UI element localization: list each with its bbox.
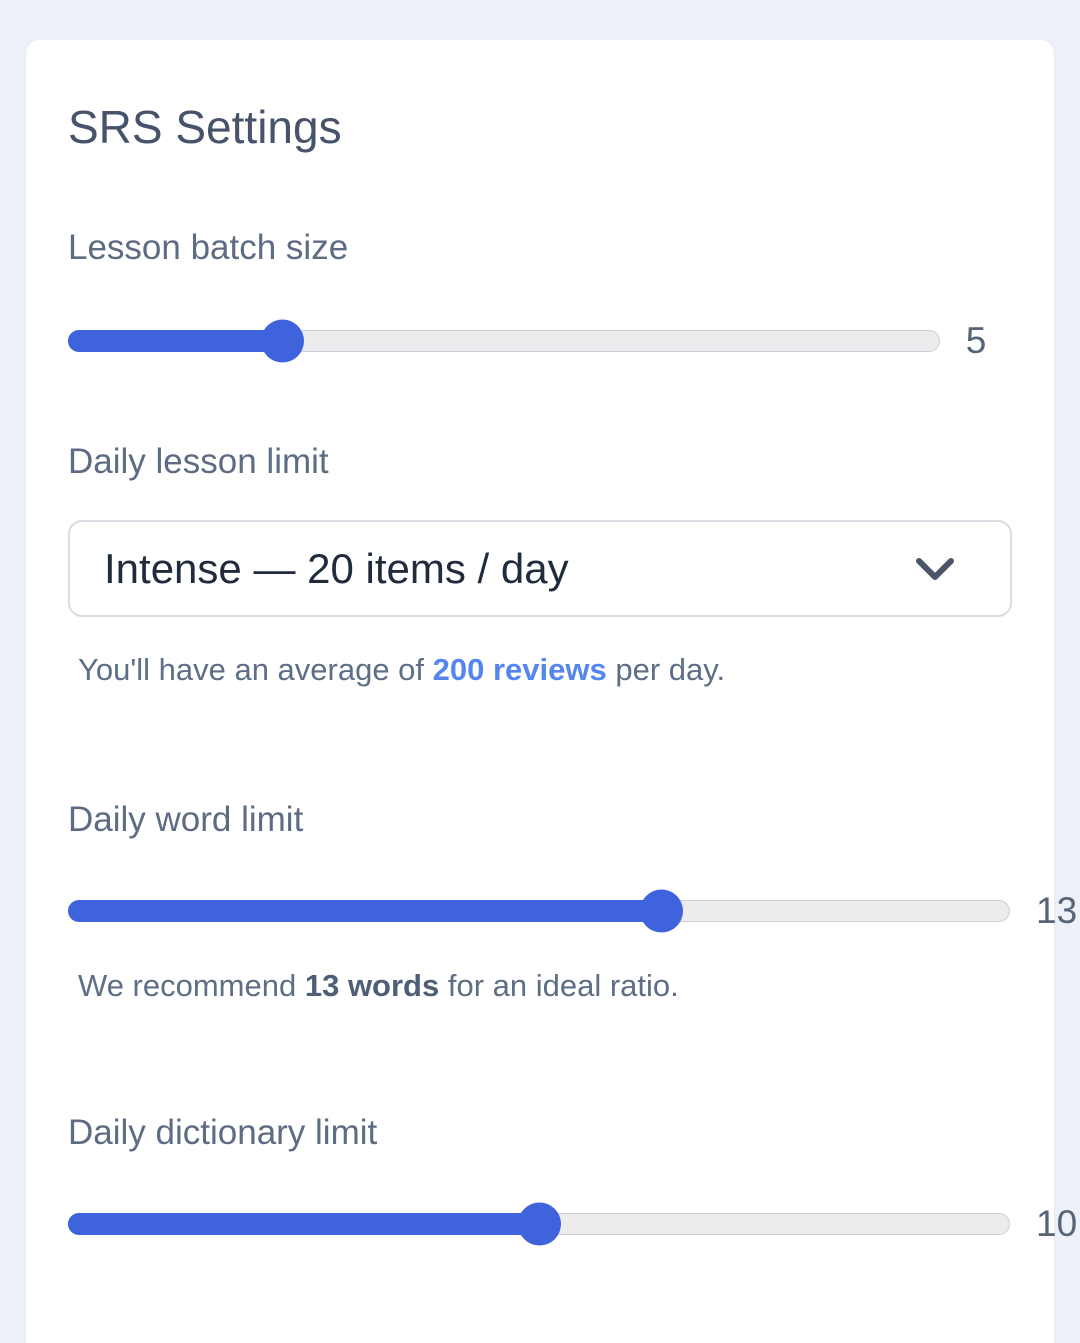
slider-fill (68, 889, 684, 933)
daily-word-limit-value: 13 (1036, 890, 1078, 932)
lesson-batch-size-value: 5 (965, 320, 987, 362)
lesson-batch-size-label: Lesson batch size (68, 228, 349, 268)
daily-lesson-limit-helper: You'll have an average of 200 reviews pe… (68, 651, 1012, 689)
daily-lesson-limit-select[interactable]: Intense — 20 items / day (68, 520, 1012, 618)
daily-dictionary-limit-slider[interactable] (68, 1202, 1010, 1246)
srs-settings-card: SRS Settings Lesson batch size 5 Daily l… (26, 40, 1077, 1343)
helper-text: per day. (606, 652, 726, 688)
daily-word-limit-label: Daily word limit (68, 800, 304, 840)
page-title: SRS Settings (68, 101, 342, 153)
reviews-per-day-highlight: 200 reviews (432, 652, 607, 688)
daily-word-limit-slider[interactable] (68, 889, 1010, 933)
daily-word-limit-row: 13 (68, 889, 1080, 933)
slider-track[interactable] (68, 889, 1010, 933)
daily-lesson-limit-label: Daily lesson limit (68, 442, 329, 482)
helper-text: for an ideal ratio. (439, 968, 679, 1004)
daily-dictionary-limit-row: 10 (68, 1202, 1080, 1246)
slider-thumb[interactable] (260, 319, 304, 363)
slider-fill (68, 1202, 561, 1246)
daily-dictionary-limit-value: 10 (1036, 1203, 1078, 1245)
chevron-down-icon (916, 557, 954, 580)
daily-dictionary-limit-label: Daily dictionary limit (68, 1113, 378, 1153)
daily-lesson-limit-selected-option: Intense — 20 items / day (104, 544, 569, 592)
recommended-words-highlight: 13 words (304, 968, 440, 1004)
helper-text: We recommend (78, 968, 305, 1004)
slider-track[interactable] (68, 1202, 1010, 1246)
slider-track[interactable] (68, 319, 940, 363)
slider-thumb[interactable] (517, 1202, 561, 1246)
slider-thumb[interactable] (640, 889, 684, 933)
lesson-batch-size-slider[interactable] (68, 319, 940, 363)
slider-fill (68, 319, 304, 363)
lesson-batch-size-row: 5 (68, 319, 1012, 363)
daily-word-limit-helper: We recommend 13 words for an ideal ratio… (68, 967, 1012, 1005)
helper-text: You'll have an average of (78, 652, 433, 688)
